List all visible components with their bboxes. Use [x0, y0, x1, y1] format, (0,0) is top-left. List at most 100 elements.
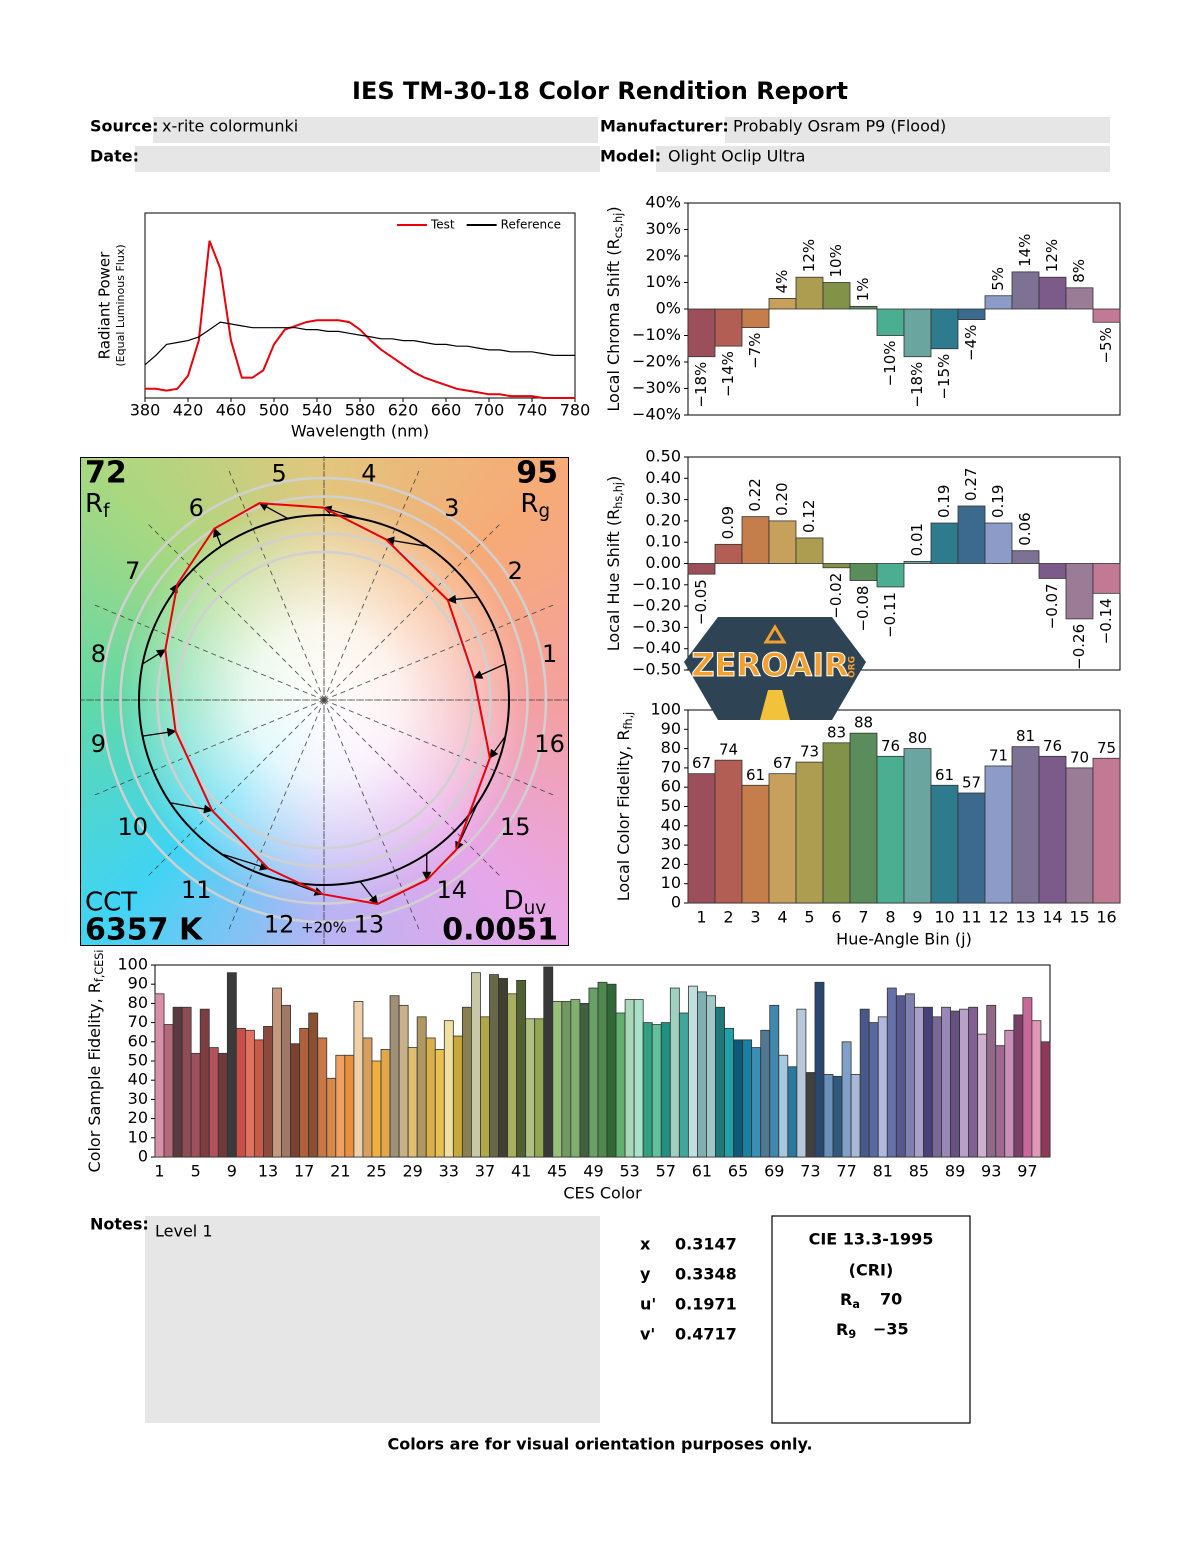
- y-tick-label: 80: [661, 738, 681, 757]
- bar: [407, 1047, 418, 1158]
- bar: [886, 987, 897, 1158]
- x-tick-label: 580: [345, 401, 376, 420]
- x-tick-label: 41: [511, 1162, 531, 1181]
- bar: [687, 308, 716, 358]
- bar: [344, 1054, 355, 1158]
- x-axis-label: Hue-Angle Bin (j): [836, 930, 972, 949]
- bar: [913, 1006, 924, 1158]
- value-label: 14%: [1016, 234, 1034, 267]
- y-tick-label: −0.50: [632, 660, 681, 679]
- x-tick-label: 65: [728, 1162, 748, 1181]
- y-tick-label: −0.10: [632, 574, 681, 593]
- bar: [932, 1016, 942, 1158]
- field-label: Source:: [90, 117, 159, 136]
- bar: [1092, 757, 1121, 904]
- field-label: Manufacturer:: [600, 117, 729, 136]
- value-label: −7%: [746, 333, 764, 369]
- bar: [362, 1037, 373, 1158]
- chromaticity-label: y: [640, 1265, 651, 1284]
- bar: [1038, 563, 1067, 579]
- bar: [1031, 1020, 1042, 1158]
- rf-label: Rf: [85, 489, 110, 522]
- y-axis-label: (Equal Luminous Flux): [114, 244, 127, 366]
- cri-ra-label-part: a: [852, 1298, 860, 1311]
- x-axis-label: CES Color: [563, 1184, 642, 1203]
- bin-label: 11: [181, 876, 212, 904]
- bar: [984, 765, 1013, 904]
- bar: [461, 1006, 472, 1158]
- x-tick-label: 14: [1042, 908, 1062, 927]
- bar: [868, 1022, 879, 1158]
- x-tick-label: 57: [656, 1162, 676, 1181]
- cri-box: [771, 1215, 971, 1424]
- x-axis-label: Wavelength (nm): [291, 422, 429, 441]
- x-tick-label: 6: [831, 908, 841, 927]
- bin-label: 6: [189, 494, 204, 522]
- cri-subtitle: (CRI): [849, 1261, 894, 1280]
- bar: [957, 505, 986, 564]
- bar: [822, 563, 851, 569]
- value-label: 67: [692, 754, 711, 772]
- scale-ring: [119, 495, 529, 905]
- bar: [154, 993, 165, 1158]
- value-label: −14%: [719, 351, 737, 397]
- logo-road: [760, 690, 790, 720]
- field-label: Model:: [600, 147, 661, 166]
- bar: [308, 1012, 319, 1158]
- bar: [903, 748, 932, 904]
- x-tick-label: 13: [1015, 908, 1035, 927]
- scale-ring: [156, 532, 492, 868]
- field-box: [135, 146, 600, 172]
- x-tick-label: 780: [560, 401, 591, 420]
- bar: [930, 784, 959, 904]
- radial-guide: [147, 699, 325, 877]
- bar: [624, 999, 635, 1158]
- cri-r9-value: −35: [873, 1320, 909, 1339]
- bar: [561, 1001, 572, 1158]
- bar: [741, 784, 770, 904]
- value-label: 61: [935, 766, 954, 784]
- logo-suffix: ORG: [848, 656, 858, 678]
- bar: [172, 1006, 183, 1158]
- cri-ra-label: Ra: [840, 1290, 860, 1311]
- value-label: 10%: [827, 244, 845, 277]
- bar: [903, 308, 932, 358]
- y-tick-label: 0.30: [645, 489, 681, 508]
- y-tick-label: 0.00: [645, 553, 681, 572]
- bin-label: 4: [361, 459, 376, 487]
- value-label: 83: [827, 723, 846, 741]
- value-label: −10%: [881, 341, 899, 387]
- bar: [986, 1004, 997, 1158]
- bin-label: 9: [91, 730, 106, 758]
- x-tick-label: 97: [1017, 1162, 1037, 1181]
- y-tick-label: 0: [671, 893, 681, 912]
- x-tick-label: 620: [388, 401, 419, 420]
- y-tick-label: −0.20: [632, 596, 681, 615]
- plot-frame: [144, 212, 576, 399]
- bar: [281, 1004, 292, 1158]
- y-tick-label: −0.30: [632, 617, 681, 636]
- x-tick-label: 29: [402, 1162, 422, 1181]
- value-label: −15%: [935, 354, 953, 400]
- bar: [822, 742, 851, 904]
- x-tick-label: 540: [302, 401, 333, 420]
- value-label: −18%: [692, 362, 710, 408]
- y-tick-label: 100: [650, 700, 681, 719]
- bar: [534, 1018, 545, 1158]
- value-label: −0.08: [854, 586, 872, 632]
- bar: [760, 1029, 771, 1158]
- x-tick-label: 16: [1096, 908, 1116, 927]
- value-label: 73: [800, 743, 819, 761]
- bar: [1065, 767, 1094, 904]
- cct-value: 6357 K: [85, 913, 204, 948]
- x-tick-label: 33: [439, 1162, 459, 1181]
- y-tick-label: 0%: [656, 299, 681, 318]
- field-value: x-rite colormunki: [162, 117, 298, 136]
- y-tick-label: 30: [661, 835, 681, 854]
- x-tick-label: 500: [259, 401, 290, 420]
- y-axis-label-part: fh,j: [622, 712, 635, 730]
- bin-label: 13: [354, 911, 385, 939]
- rf-label-part: f: [103, 501, 110, 522]
- field-value: Probably Osram P9 (Flood): [733, 117, 946, 136]
